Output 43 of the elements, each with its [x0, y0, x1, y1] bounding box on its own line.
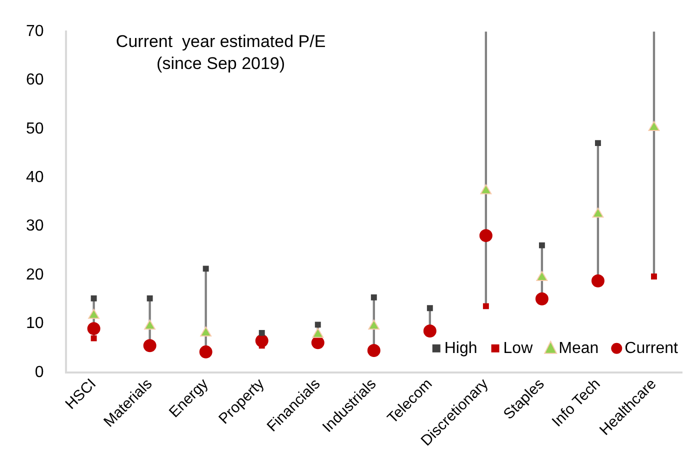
- y-tick-label: 50: [26, 120, 44, 138]
- point: [199, 345, 212, 358]
- point: [538, 242, 545, 248]
- point: [311, 336, 324, 350]
- point: [535, 292, 548, 306]
- point: [202, 266, 209, 272]
- point: [480, 184, 492, 194]
- y-tick-label: 70: [26, 23, 44, 40]
- point: [312, 328, 324, 338]
- point: [200, 326, 212, 336]
- y-tick-label: 20: [26, 266, 44, 284]
- annotation: Current year estimated P/E (since Sep 2019): [116, 32, 326, 73]
- legend-label: High: [444, 340, 478, 357]
- point: [482, 303, 489, 310]
- point: [258, 330, 265, 336]
- point: [146, 295, 153, 302]
- point: [426, 305, 433, 312]
- y-tick-label: 40: [26, 169, 44, 186]
- legend-label: Low: [503, 340, 534, 357]
- point: [592, 208, 604, 218]
- point: [87, 322, 100, 336]
- point: [479, 229, 492, 242]
- point: [536, 270, 548, 281]
- y-tick-label: 0: [34, 364, 44, 381]
- point: [143, 339, 156, 352]
- legend-label: Current: [624, 340, 679, 357]
- legend-label: Mean: [558, 340, 599, 357]
- y-tick-label: 30: [26, 218, 44, 235]
- point: [651, 274, 657, 280]
- point: [90, 295, 97, 302]
- point: [648, 121, 660, 132]
- point: [314, 322, 321, 328]
- point: [594, 140, 601, 146]
- point: [367, 344, 380, 357]
- point: [368, 320, 380, 330]
- point: [591, 274, 604, 288]
- point: [144, 320, 156, 330]
- point: [370, 294, 377, 300]
- point: [90, 335, 97, 342]
- point: [88, 308, 100, 319]
- y-tick-label: 60: [26, 72, 44, 89]
- y-tick-label: 10: [26, 315, 44, 332]
- point: [423, 324, 436, 338]
